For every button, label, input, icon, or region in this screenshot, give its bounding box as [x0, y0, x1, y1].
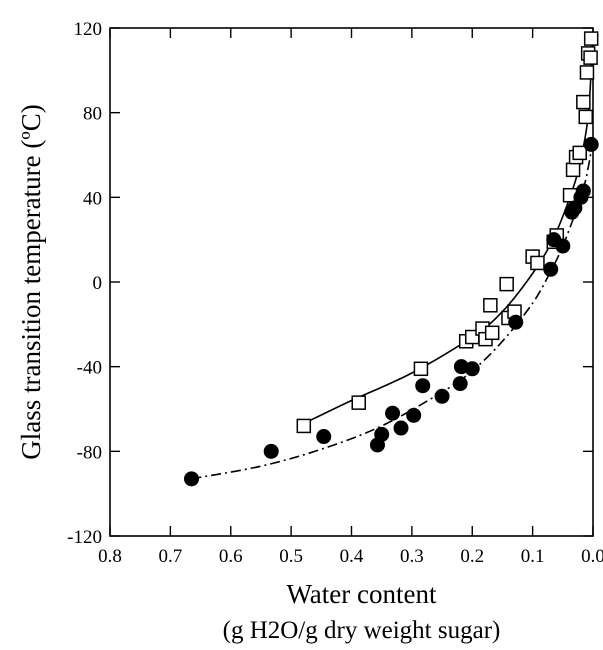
series-1-point [543, 261, 559, 277]
y-tick-label: 120 [74, 19, 103, 40]
series-1-point [374, 426, 390, 442]
series-1-point [583, 136, 599, 152]
x-tick-label: 0.3 [400, 546, 424, 567]
data-markers [184, 31, 599, 487]
series-0-point [483, 298, 498, 313]
series-1-point [434, 388, 450, 404]
series-0-point [484, 325, 500, 341]
x-tick-label: 0.0 [581, 546, 603, 567]
x-tick-label: 0.7 [159, 546, 183, 567]
series-1-point [555, 238, 571, 254]
y-axis-title-group: Glass transition temperature (ºC) [16, 104, 46, 460]
series-0-point [296, 418, 312, 434]
series-0-point [530, 255, 545, 271]
series-1-point [316, 429, 332, 445]
x-axis-title: Water content [286, 579, 437, 609]
x-tick-label: 0.6 [219, 546, 243, 567]
series-1-point [385, 405, 401, 421]
series-1-point [452, 376, 468, 392]
series-1-curve [191, 140, 594, 480]
series-1-point [184, 471, 200, 487]
series-0-point [576, 94, 591, 110]
series-0-point [583, 50, 598, 65]
series-1-point [393, 420, 409, 436]
series-1-point [508, 314, 524, 330]
x-tick-label: 0.5 [279, 546, 303, 567]
x-tick-label: 0.8 [98, 546, 122, 567]
series-0-point [413, 361, 429, 377]
series-0-point [579, 65, 595, 80]
y-tick-label: -80 [77, 442, 102, 463]
series-1-point [575, 183, 591, 199]
series-0-point [565, 162, 581, 178]
series-1-point [415, 378, 431, 394]
y-tick-label: 40 [83, 188, 102, 209]
x-tick-label: 0.2 [460, 546, 484, 567]
y-axis-title: Glass transition temperature (ºC) [16, 104, 46, 460]
series-0-point [578, 109, 594, 125]
y-tick-label: 80 [83, 104, 102, 125]
y-tick-label: 0 [93, 273, 103, 294]
y-axis-ticks: 120 80 40 0 -40 -80 -120 [67, 19, 593, 548]
series-0-point [499, 276, 514, 292]
series-1-point [263, 443, 279, 459]
series-1-point [464, 361, 480, 377]
series-1-point [406, 407, 422, 423]
y-tick-label: -40 [77, 358, 102, 379]
x-axis-subtitle: (g H2O/g dry weight sugar) [223, 617, 501, 644]
plot-frame [109, 27, 594, 537]
series-0-point [572, 145, 587, 161]
series-0-point [583, 31, 599, 46]
y-tick-label: -120 [67, 527, 102, 548]
x-axis-ticks: 0.8 0.7 0.6 0.5 0.4 0.3 0.2 0.1 0.0 [98, 28, 603, 567]
x-tick-label: 0.1 [521, 546, 545, 567]
x-tick-label: 0.4 [340, 546, 364, 567]
series-0-point [351, 395, 366, 410]
